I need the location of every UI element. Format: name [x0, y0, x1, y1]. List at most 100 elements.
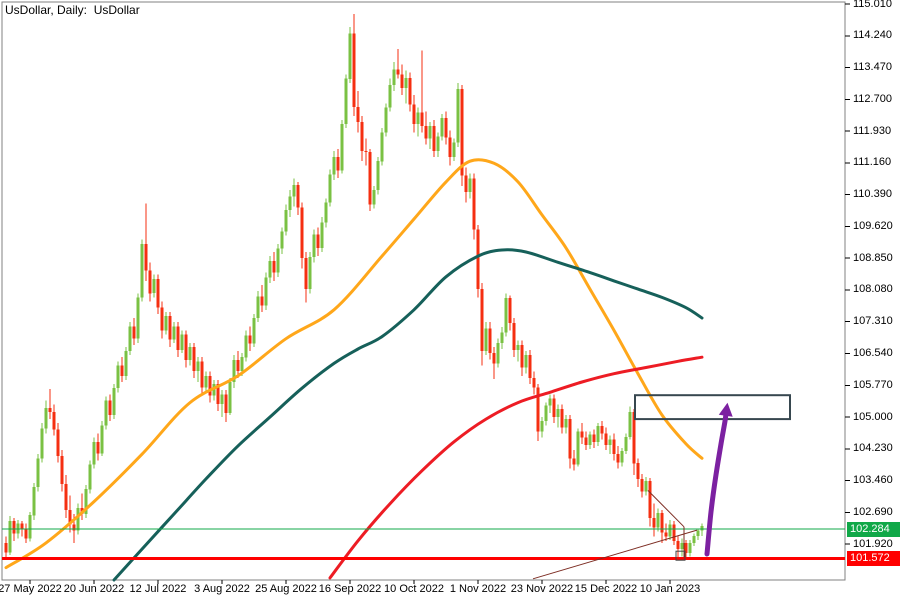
candle-body: [436, 136, 440, 151]
x-axis-label: 12 Jul 2022: [129, 583, 187, 595]
target-zone-rectangle[interactable]: [634, 394, 791, 421]
candle-body: [348, 33, 352, 79]
candle: [656, 508, 660, 532]
candle-body: [316, 234, 320, 248]
candle: [352, 14, 356, 116]
candle-body: [96, 441, 100, 454]
candle: [344, 74, 348, 129]
ma-mid-teal: [112, 248, 704, 582]
candle-body: [120, 365, 124, 376]
candle: [448, 130, 452, 166]
candle: [248, 326, 252, 351]
wedge-trendline-1[interactable]: [647, 490, 685, 528]
candle: [128, 322, 132, 356]
candle-body: [668, 524, 672, 537]
candle: [144, 203, 148, 281]
candle: [376, 157, 380, 195]
candle-body: [688, 542, 692, 554]
candle: [184, 330, 188, 368]
candle-body: [608, 439, 612, 446]
candle-body: [536, 387, 540, 432]
candle-body: [504, 298, 508, 333]
candle: [396, 49, 400, 79]
candle: [524, 351, 528, 374]
candle-body: [408, 77, 412, 105]
candle: [116, 361, 120, 393]
candle: [112, 384, 116, 420]
ma-slow-red: [328, 355, 704, 580]
plot-frame: [1, 1, 846, 581]
candle-body: [220, 394, 224, 404]
y-axis-label: 108.850: [853, 251, 893, 264]
x-axis-label: 3 Aug 2022: [194, 583, 250, 595]
candle: [384, 103, 388, 137]
candle-body: [200, 361, 204, 388]
candle: [612, 433, 616, 461]
candle-body: [248, 335, 252, 344]
candle-body: [476, 229, 480, 290]
candle-body: [620, 450, 624, 463]
candle-body: [552, 398, 556, 418]
candle: [484, 322, 488, 356]
candle-body: [320, 222, 324, 248]
candle: [148, 262, 152, 302]
candle-body: [464, 175, 468, 193]
candle-body: [568, 419, 572, 459]
candle-body: [492, 353, 496, 364]
candle: [452, 138, 456, 162]
candle-body: [548, 398, 552, 406]
candle: [388, 78, 392, 112]
candle-body: [356, 106, 360, 123]
bullish-projection-arrow[interactable]: [704, 411, 729, 557]
candle-body: [88, 464, 92, 490]
candle: [92, 437, 96, 469]
candle-body: [420, 112, 424, 127]
candle: [4, 536, 8, 560]
candle: [644, 476, 648, 496]
candle: [260, 285, 264, 312]
candle: [8, 516, 12, 556]
candle: [76, 503, 80, 535]
y-axis-label: 105.000: [853, 410, 893, 423]
candle-body: [384, 107, 388, 133]
candle: [496, 338, 500, 368]
candle: [100, 421, 104, 457]
candle: [24, 523, 28, 543]
candle-body: [696, 530, 700, 536]
candle-body: [4, 542, 8, 553]
candle-body: [396, 69, 400, 75]
candle-body: [328, 174, 332, 203]
candle-body: [404, 77, 408, 88]
candle-body: [40, 428, 44, 459]
y-axis-label: 103.460: [853, 474, 893, 487]
candle: [600, 421, 604, 440]
anchor-square-marker[interactable]: [675, 550, 686, 561]
candle-body: [392, 69, 396, 85]
candle: [272, 252, 276, 281]
candle: [444, 111, 448, 145]
candle: [680, 538, 684, 557]
y-axis-label: 111.930: [853, 124, 892, 137]
candle-body: [544, 405, 548, 422]
candle-body: [300, 207, 304, 259]
candle: [264, 272, 268, 310]
candle: [456, 82, 460, 147]
candle: [52, 404, 56, 436]
candle: [416, 107, 420, 137]
candle: [192, 342, 196, 378]
candle-body: [68, 509, 72, 525]
candle-body: [352, 33, 356, 107]
candle-body: [440, 117, 444, 137]
candle-body: [692, 535, 696, 543]
candle: [464, 167, 468, 203]
candle: [44, 400, 48, 434]
candle: [532, 371, 536, 395]
wedge-trendline-2[interactable]: [532, 529, 698, 580]
candle-body: [116, 365, 120, 389]
candle-body: [376, 161, 380, 191]
candle-body: [588, 434, 592, 446]
candle-body: [28, 515, 32, 539]
candle: [40, 423, 44, 463]
